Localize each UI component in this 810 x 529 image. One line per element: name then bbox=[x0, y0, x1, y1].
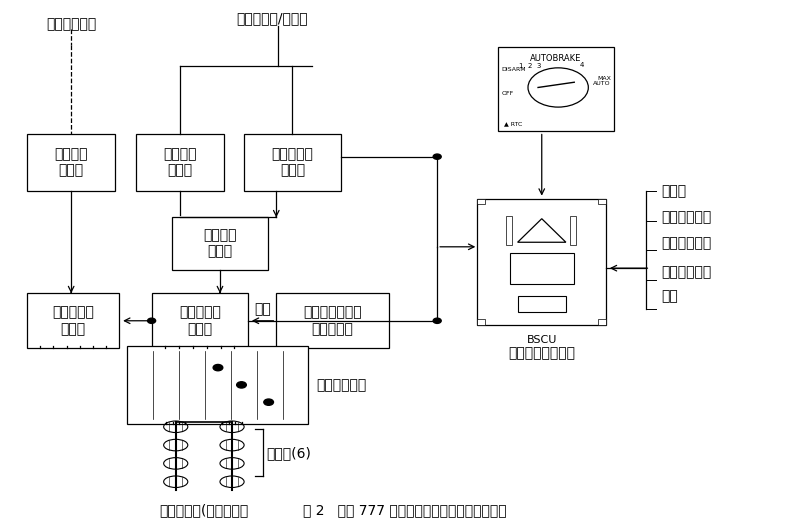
Text: 1  2  3: 1 2 3 bbox=[519, 63, 541, 69]
Bar bbox=[509, 253, 574, 285]
Circle shape bbox=[433, 318, 441, 323]
Circle shape bbox=[264, 399, 274, 405]
Text: DISARM: DISARM bbox=[501, 67, 526, 72]
Text: 回油: 回油 bbox=[254, 303, 271, 316]
Bar bbox=[151, 293, 248, 348]
Bar bbox=[518, 296, 566, 312]
Text: 推力杆: 推力杆 bbox=[661, 184, 686, 198]
Bar bbox=[27, 134, 115, 191]
Bar bbox=[127, 345, 309, 424]
Circle shape bbox=[433, 154, 441, 159]
Bar bbox=[27, 293, 119, 348]
Text: 传感器(6): 传感器(6) bbox=[266, 446, 312, 460]
Text: 正常防滑阀
组合件: 正常防滑阀 组合件 bbox=[179, 306, 221, 336]
Bar bbox=[276, 293, 389, 348]
Circle shape bbox=[147, 318, 156, 323]
Text: 中央液压系统: 中央液压系统 bbox=[46, 17, 96, 31]
Bar bbox=[477, 199, 485, 204]
Bar bbox=[477, 199, 606, 325]
Text: ▲ RTC: ▲ RTC bbox=[504, 121, 522, 126]
Text: MAX
AUTO: MAX AUTO bbox=[593, 76, 611, 86]
Text: 右液压系统/蓄压器: 右液压系统/蓄压器 bbox=[237, 12, 308, 25]
Text: 备用防滑阀
组合件: 备用防滑阀 组合件 bbox=[52, 306, 94, 336]
Text: 自动刹车
楔形阀: 自动刹车 楔形阀 bbox=[203, 229, 237, 259]
Bar bbox=[477, 320, 485, 325]
Bar bbox=[497, 47, 614, 131]
Text: OFF: OFF bbox=[501, 91, 514, 96]
Text: 图 2   波音 777 防滑系统和自动刹车系统原理图: 图 2 波音 777 防滑系统和自动刹车系统原理图 bbox=[303, 503, 507, 517]
Bar bbox=[505, 216, 512, 245]
Bar bbox=[244, 134, 341, 191]
Text: 正常刹车
操纵阀: 正常刹车 操纵阀 bbox=[163, 148, 197, 178]
Text: 4: 4 bbox=[579, 62, 584, 68]
Text: AUTOBRAKE: AUTOBRAKE bbox=[531, 53, 582, 62]
Text: 输入: 输入 bbox=[661, 289, 677, 303]
Text: 刹车系统控制装置: 刹车系统控制装置 bbox=[508, 346, 575, 361]
Text: 减速板杆位置: 减速板杆位置 bbox=[661, 211, 711, 224]
Text: 自动刹车阀
组合件: 自动刹车阀 组合件 bbox=[271, 148, 313, 178]
Text: 左主起落架(右侧相似）: 左主起落架(右侧相似） bbox=[160, 504, 249, 517]
Bar bbox=[598, 320, 606, 325]
Bar bbox=[598, 199, 606, 204]
Text: 楔形阀组合件: 楔形阀组合件 bbox=[317, 378, 367, 392]
Circle shape bbox=[213, 364, 223, 371]
Circle shape bbox=[237, 382, 246, 388]
Text: 刹车脚蹬压力: 刹车脚蹬压力 bbox=[661, 236, 711, 251]
Bar bbox=[135, 134, 224, 191]
Bar bbox=[570, 216, 577, 245]
Text: 其力飞机系统: 其力飞机系统 bbox=[661, 266, 711, 279]
Bar bbox=[172, 217, 268, 270]
Text: 防滑缓冲蓄压器
（仅左侧）: 防滑缓冲蓄压器 （仅左侧） bbox=[303, 306, 362, 336]
Text: BSCU: BSCU bbox=[526, 335, 557, 345]
Text: 备用刹车
操纵阀: 备用刹车 操纵阀 bbox=[54, 148, 88, 178]
